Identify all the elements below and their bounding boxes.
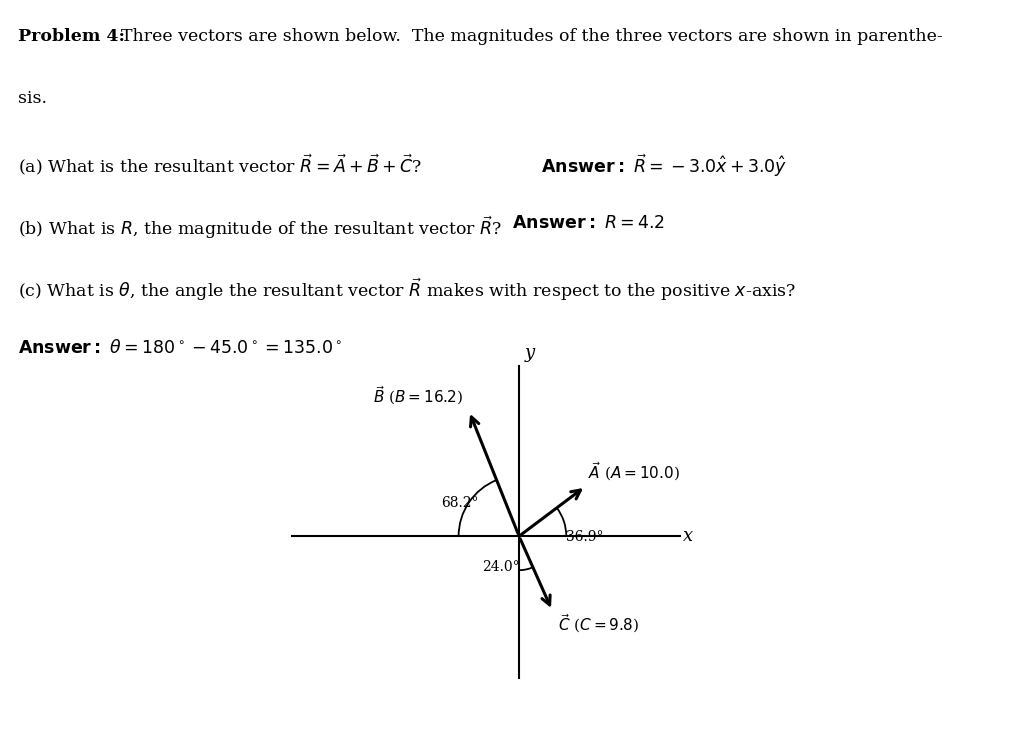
- Text: $\mathbf{Answer:}$ $\theta = 180^\circ - 45.0^\circ = 135.0^\circ$: $\mathbf{Answer:}$ $\theta = 180^\circ -…: [18, 338, 343, 357]
- Text: (b) What is $R$, the magnitude of the resultant vector $\vec{R}$?: (b) What is $R$, the magnitude of the re…: [18, 214, 503, 241]
- Text: Problem 4:: Problem 4:: [18, 28, 125, 45]
- Text: $\vec{A}$ ($A = 10.0$): $\vec{A}$ ($A = 10.0$): [589, 461, 680, 483]
- Text: y: y: [524, 344, 535, 362]
- Text: $\mathbf{Answer:}$ $R = 4.2$: $\mathbf{Answer:}$ $R = 4.2$: [507, 214, 665, 231]
- Text: x: x: [683, 527, 693, 545]
- Text: (a) What is the resultant vector $\vec{R} = \vec{A} + \vec{B} + \vec{C}$?: (a) What is the resultant vector $\vec{R…: [18, 152, 423, 177]
- Text: $\vec{B}$ ($B = 16.2$): $\vec{B}$ ($B = 16.2$): [373, 385, 464, 407]
- Text: sis.: sis.: [18, 90, 47, 107]
- Text: 68.2°: 68.2°: [440, 496, 478, 510]
- Text: $\mathbf{Answer:}$ $\vec{R} = -3.0\hat{x} + 3.0\hat{y}$: $\mathbf{Answer:}$ $\vec{R} = -3.0\hat{x…: [536, 152, 787, 179]
- Text: $\vec{C}$ ($C = 9.8$): $\vec{C}$ ($C = 9.8$): [558, 613, 639, 635]
- Text: 24.0°: 24.0°: [482, 559, 520, 573]
- Text: Three vectors are shown below.  The magnitudes of the three vectors are shown in: Three vectors are shown below. The magni…: [121, 28, 942, 45]
- Text: (c) What is $\theta$, the angle the resultant vector $\vec{R}$ makes with respec: (c) What is $\theta$, the angle the resu…: [18, 276, 797, 303]
- Text: 36.9°: 36.9°: [566, 530, 603, 544]
